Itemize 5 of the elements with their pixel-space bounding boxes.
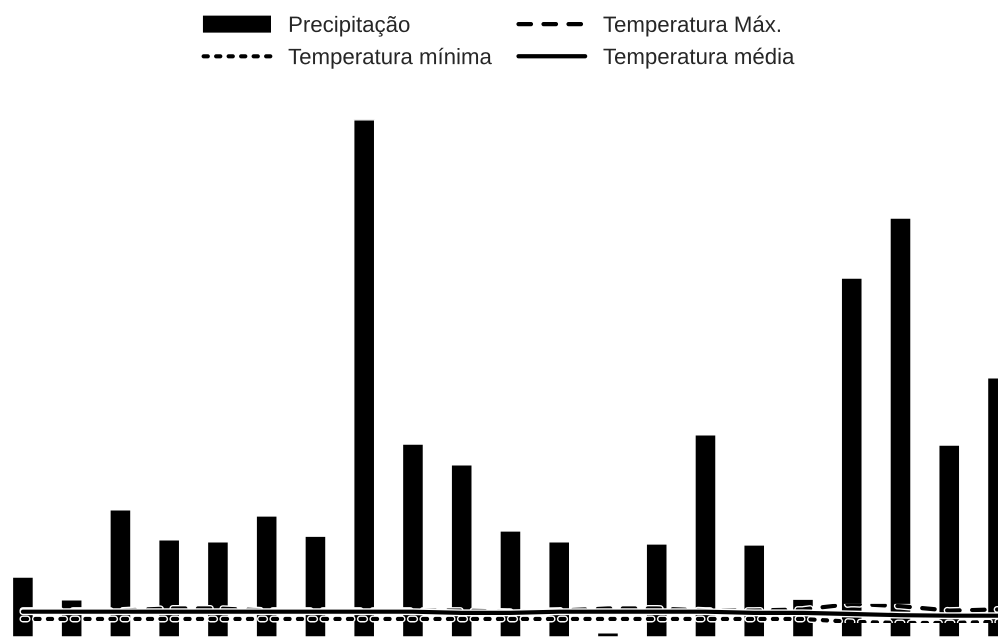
legend-label: Temperatura mínima — [288, 48, 492, 69]
bar — [596, 632, 620, 637]
legend-label: Temperatura Máx. — [603, 16, 780, 37]
legend-label: Temperatura média — [603, 48, 794, 69]
legend-label: Precipitação — [290, 16, 410, 37]
